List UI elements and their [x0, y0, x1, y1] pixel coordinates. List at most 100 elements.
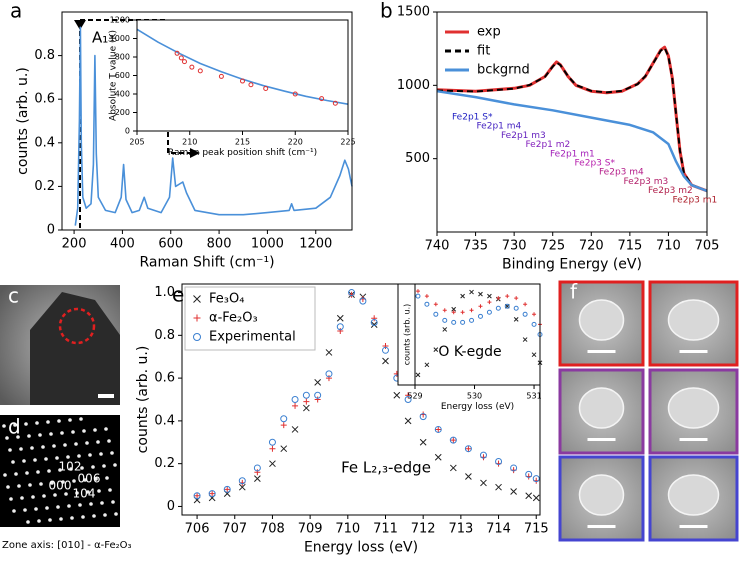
- inset-background: [136, 19, 349, 132]
- marker: [442, 317, 448, 323]
- spot: [26, 520, 30, 524]
- panel-label: f: [570, 280, 578, 304]
- x-tick-label: 735: [463, 238, 488, 253]
- spot: [8, 448, 12, 452]
- spot: [38, 433, 42, 437]
- component-label: Fe2p3 m1: [673, 195, 718, 205]
- marker: [303, 404, 310, 412]
- x-tick-label: 715: [617, 238, 642, 253]
- panel-label: d: [8, 415, 21, 439]
- marker: [181, 59, 187, 65]
- marker: [332, 100, 338, 106]
- spot: [67, 504, 71, 508]
- legend-box: [184, 286, 316, 351]
- component-label: Fe2p1 S*: [452, 113, 493, 123]
- spot: [114, 512, 118, 516]
- component-label: Fe2p1 m4: [477, 122, 522, 132]
- spot: [5, 436, 9, 440]
- marker: [433, 347, 439, 353]
- y-tick-label: 1200: [110, 16, 130, 25]
- marker: [433, 302, 438, 307]
- x-tick-label: 600: [158, 236, 183, 251]
- marker: [504, 303, 510, 309]
- x-tick-label: 705: [695, 238, 720, 253]
- y-tick-label: 1500: [397, 5, 430, 20]
- component-label: Fe2p3 m3: [624, 177, 669, 187]
- marker: [419, 438, 427, 446]
- legend-label: bckgrnd: [477, 63, 530, 78]
- spot: [27, 434, 31, 438]
- spot: [35, 421, 39, 425]
- y-tick-label: 1000: [110, 34, 130, 43]
- spot: [55, 456, 59, 460]
- spot: [93, 428, 97, 432]
- marker: [325, 375, 332, 382]
- marker: [178, 55, 184, 61]
- marker: [370, 321, 378, 328]
- spot: [81, 515, 85, 519]
- particle: [578, 299, 625, 341]
- x-axis-label: Energy loss (eV): [441, 402, 514, 412]
- scale-bar: [587, 525, 616, 528]
- marker: [505, 294, 510, 299]
- marker: [382, 343, 389, 350]
- marker: [292, 402, 299, 409]
- spot: [80, 466, 84, 470]
- marker: [469, 308, 474, 313]
- spot: [96, 440, 100, 444]
- marker: [194, 492, 201, 499]
- marker: [449, 436, 457, 444]
- marker: [525, 470, 533, 478]
- x-tick-label: 710: [335, 521, 360, 536]
- marker: [314, 379, 322, 386]
- spot: [2, 424, 6, 428]
- y-tick-label: 0.6: [154, 371, 175, 386]
- spot: [47, 469, 51, 473]
- x-tick-label: 1200: [299, 236, 332, 251]
- spot: [85, 441, 89, 445]
- x-tick-label: 740: [425, 238, 450, 253]
- spot: [99, 452, 103, 456]
- x-tick-label: 210: [182, 137, 197, 146]
- spot: [105, 476, 109, 480]
- scale-bar: [587, 438, 616, 441]
- marker: [415, 372, 421, 378]
- x-tick-label: 220: [288, 137, 303, 146]
- spot-label: 102: [59, 460, 82, 474]
- spot: [70, 516, 74, 520]
- spot: [44, 457, 48, 461]
- spot: [111, 500, 115, 504]
- marker: [208, 490, 216, 498]
- spot: [79, 417, 83, 421]
- spot: [41, 445, 45, 449]
- marker: [292, 91, 298, 97]
- x-tick-label: 531: [526, 391, 541, 400]
- marker: [404, 396, 412, 403]
- legend-marker: [193, 295, 201, 303]
- spot: [30, 446, 34, 450]
- spot: [94, 477, 98, 481]
- marker: [189, 64, 195, 70]
- marker: [478, 304, 483, 309]
- x-tick-label: 730: [502, 238, 527, 253]
- spot: [71, 430, 75, 434]
- y-tick-label: 800: [115, 53, 130, 62]
- particle: [667, 474, 720, 516]
- legend-label: Fe₃O₄: [209, 292, 244, 307]
- spot: [6, 485, 10, 489]
- marker: [336, 323, 344, 331]
- marker: [469, 317, 475, 323]
- marker: [263, 85, 269, 91]
- spot: [14, 472, 18, 476]
- panel-label: a: [10, 0, 22, 23]
- diffraction-image: [0, 415, 120, 527]
- spot: [16, 435, 20, 439]
- marker: [303, 398, 310, 405]
- spot: [74, 442, 78, 446]
- marker: [291, 426, 299, 433]
- sem-grid: [558, 280, 739, 542]
- marker: [513, 305, 519, 311]
- marker: [238, 477, 246, 485]
- spot: [107, 439, 111, 443]
- marker: [253, 464, 261, 472]
